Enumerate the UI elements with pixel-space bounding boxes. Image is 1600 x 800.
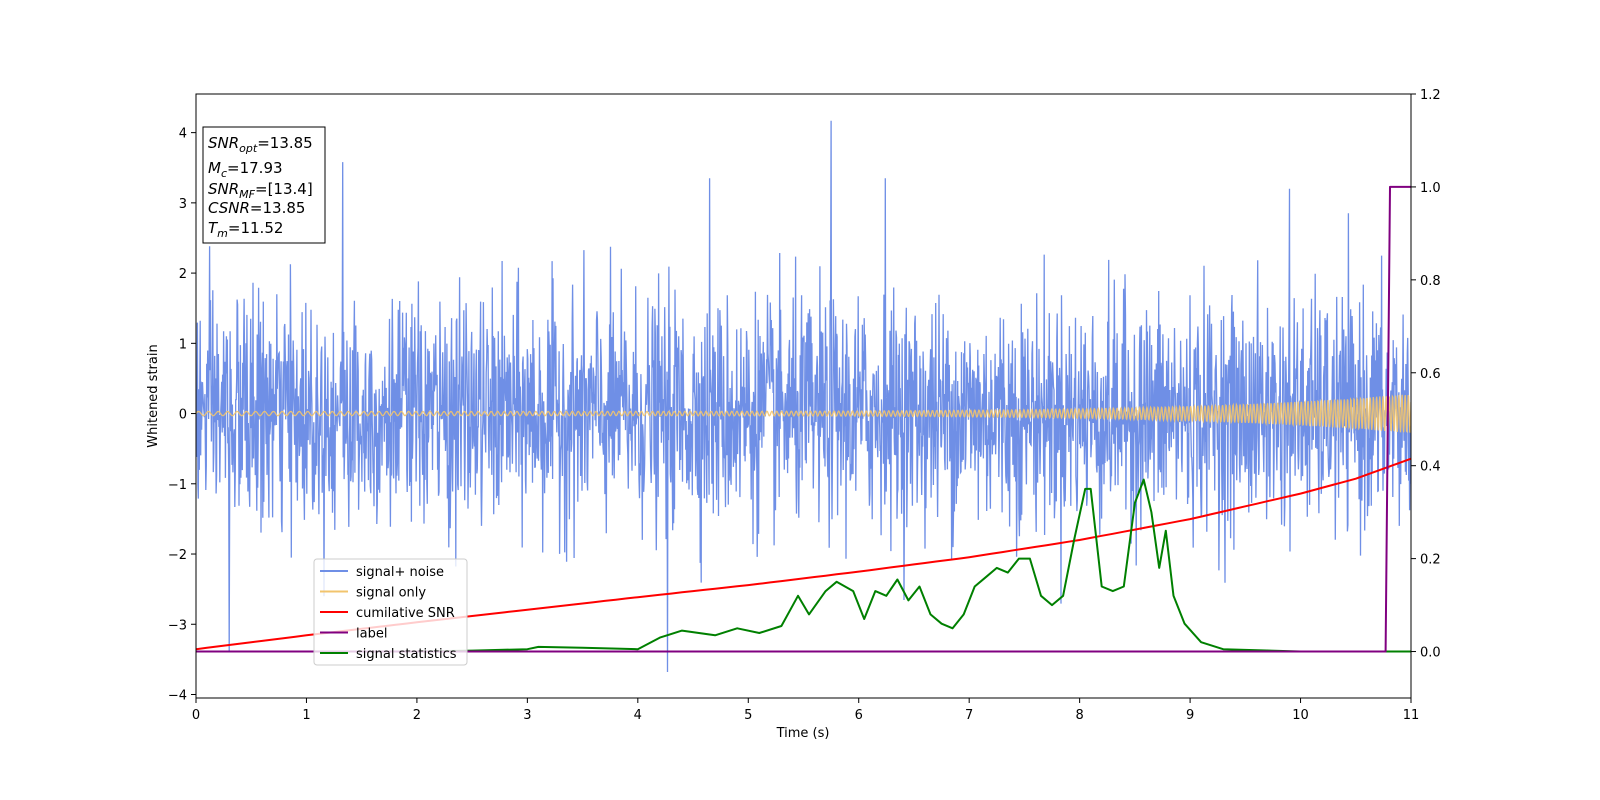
info-line: Tm=11.52: [208, 219, 283, 240]
x-tick-label: 2: [413, 708, 421, 723]
left-y-tick-label: −1: [168, 478, 187, 493]
y-axis-label: Whitened strain: [146, 344, 161, 447]
left-y-tick-label: 1: [179, 337, 187, 352]
right-y-tick-label: 0.0: [1420, 646, 1441, 661]
legend-label: signal only: [356, 586, 426, 601]
x-tick-label: 6: [855, 708, 863, 723]
info-line: SNRMF=[13.4]: [208, 180, 313, 201]
x-tick-label: 0: [192, 708, 200, 723]
x-tick-label: 4: [634, 708, 642, 723]
left-y-tick-label: −2: [168, 548, 187, 563]
left-y-tick-label: −4: [168, 688, 187, 703]
right-y-tick-label: 1.0: [1420, 181, 1441, 196]
x-tick-label: 11: [1403, 708, 1420, 723]
info-box-frame: [202, 126, 326, 244]
series-line-label: [196, 185, 1411, 653]
info-line: Mc=17.93: [208, 159, 283, 180]
info-line: SNRopt=13.85: [208, 134, 313, 155]
legend: signal+ noise signal only cumilative SNR la…: [313, 558, 468, 666]
legend-frame: [313, 558, 468, 666]
left-y-tick-label: 0: [179, 408, 187, 423]
legend-label: cumilative SNR: [356, 606, 455, 621]
left-y-tick-label: −3: [168, 618, 187, 633]
x-tick-label: 8: [1075, 708, 1083, 723]
x-axis: 0 1 2 3 4 5 6 7 8 9 10 11: [192, 698, 1419, 723]
x-tick-label: 10: [1292, 708, 1309, 723]
right-y-tick-label: 1.2: [1420, 88, 1441, 103]
left-y-axis: −4 −3 −2 −1 0 1 2 3 4: [168, 127, 196, 703]
x-tick-label: 9: [1186, 708, 1194, 723]
left-y-tick-label: 4: [179, 127, 187, 142]
left-y-tick-label: 2: [179, 267, 187, 282]
right-y-tick-label: 0.4: [1420, 460, 1441, 475]
info-line: CSNR=13.85: [208, 199, 305, 217]
left-y-tick-label: 3: [179, 197, 187, 212]
right-y-axis: 0.0 0.2 0.4 0.6 0.8 1.0 1.2: [1411, 88, 1441, 661]
x-tick-label: 1: [302, 708, 310, 723]
series-line-signal-noise: [196, 120, 1411, 673]
legend-label: signal statistics: [356, 647, 457, 662]
right-y-tick-label: 0.6: [1420, 367, 1441, 382]
x-tick-label: 3: [523, 708, 531, 723]
right-y-tick-label: 0.8: [1420, 274, 1441, 289]
legend-label: label: [356, 627, 387, 642]
legend-label: signal+ noise: [356, 565, 444, 580]
series-line-signal-only: [196, 394, 1411, 434]
series-line-signal-statistics: [196, 478, 1411, 653]
x-tick-label: 7: [965, 708, 973, 723]
plot-frame: [195, 93, 1412, 699]
right-y-tick-label: 0.2: [1420, 553, 1441, 568]
parameter-info-box: SNRopt=13.85 Mc=17.93SNRMF=[13.4]CSNR=13.…: [202, 126, 326, 244]
x-tick-label: 5: [744, 708, 752, 723]
x-axis-label: Time (s): [776, 726, 830, 741]
